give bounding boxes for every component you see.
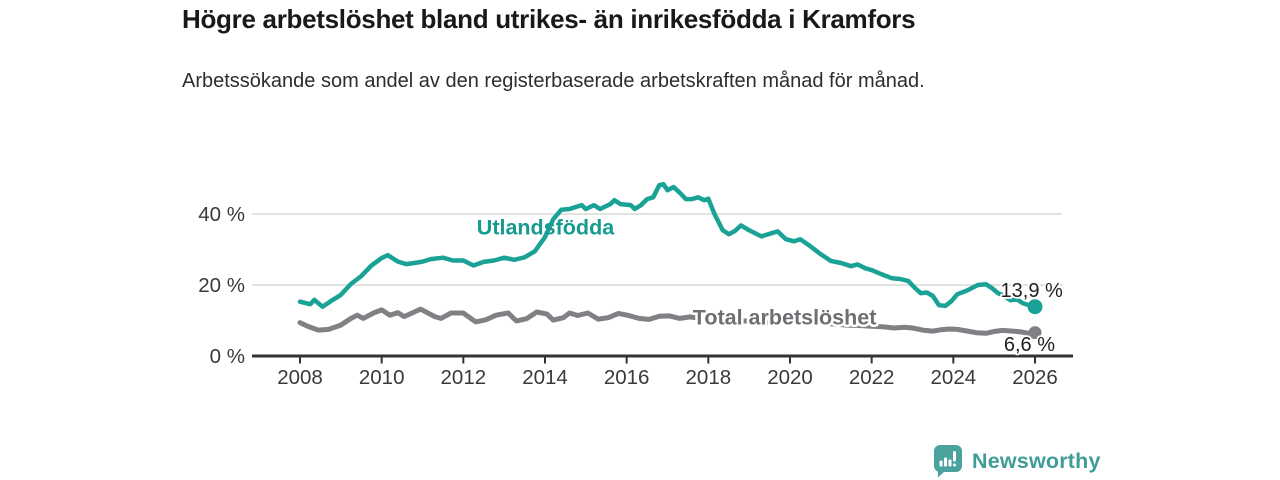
x-axis-label-2008: 2008	[277, 366, 323, 389]
y-axis-label-20: 20 %	[198, 274, 245, 297]
end-value-label-utlandsfodda: 13,9 %	[1001, 280, 1063, 302]
series-label-total: Total arbetslöshet	[693, 305, 877, 329]
bar-icon-short	[948, 459, 952, 467]
bar-icon-small	[939, 460, 943, 467]
series-end-dot-utlandsfodda	[1027, 299, 1043, 315]
x-axis-label-2018: 2018	[686, 366, 732, 389]
x-axis-label-2012: 2012	[441, 366, 487, 389]
x-axis-label-2016: 2016	[604, 366, 650, 389]
newsworthy-bubble-chart-icon	[934, 445, 962, 478]
series-line-utlandsfodda	[297, 181, 1038, 309]
series-line-total	[297, 306, 1038, 336]
bar-icon-medium	[944, 457, 947, 467]
series-end-dot-total	[1028, 326, 1042, 340]
newsworthy-logo[interactable]: Newsworthy	[933, 444, 1101, 478]
speech-bubble-tail	[938, 469, 946, 478]
exclamation-bar-icon	[953, 451, 956, 462]
x-axis-label-2014: 2014	[522, 366, 568, 389]
end-value-label-total: 6,6 %	[1004, 334, 1055, 356]
x-axis-label-2026: 2026	[1012, 366, 1058, 389]
speech-bubble-shape	[934, 445, 962, 472]
x-axis-label-2020: 2020	[767, 366, 813, 389]
chart-title: Högre arbetslöshet bland utrikes- än inr…	[182, 4, 916, 34]
series-label-utlandsfodda: Utlandsfödda	[477, 216, 615, 240]
newsworthy-logo-text: Newsworthy	[972, 448, 1101, 473]
x-axis-label-2010: 2010	[359, 366, 405, 389]
y-axis-label-0: 0 %	[210, 345, 245, 368]
x-axis-label-2022: 2022	[849, 366, 895, 389]
y-axis-label-40: 40 %	[198, 203, 245, 226]
chart-subtitle: Arbetssökande som andel av den registerb…	[182, 70, 925, 92]
x-axis-label-2024: 2024	[931, 366, 977, 389]
exclamation-dot-icon	[953, 463, 956, 467]
